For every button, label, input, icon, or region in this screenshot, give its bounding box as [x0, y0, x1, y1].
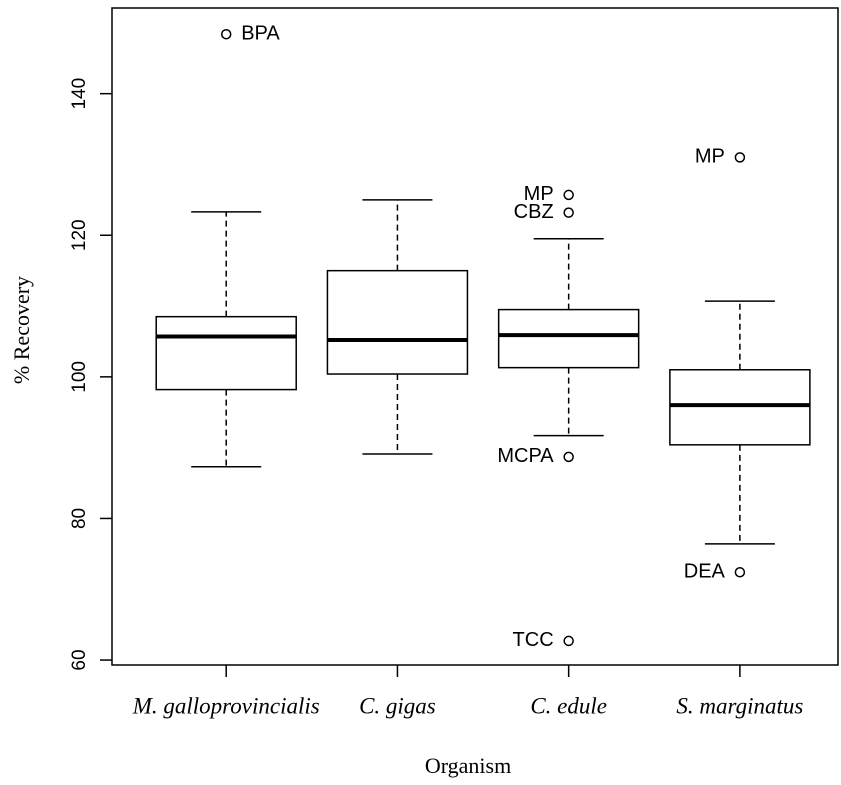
outlier-label: MP	[524, 183, 554, 205]
outlier	[563, 635, 574, 647]
x-tick-label: S. marginatus	[676, 693, 803, 718]
x-tick-label: M. galloprovincialis	[132, 693, 320, 718]
outlier-label: DEA	[684, 561, 726, 583]
y-axis-title: % Recovery	[9, 276, 34, 384]
x-tick-label: C. edule	[530, 693, 607, 718]
outlier-label: CBZ	[514, 201, 554, 223]
outlier-label: MP	[695, 146, 725, 168]
box	[155, 315, 297, 391]
outlier	[563, 451, 574, 463]
y-tick-label: 100	[69, 361, 90, 393]
box	[497, 308, 640, 369]
outlier-label: TCC	[513, 629, 554, 651]
outlier	[220, 28, 232, 40]
plot-frame	[111, 7, 839, 666]
outlier	[563, 207, 574, 218]
y-tick-label: 80	[69, 508, 90, 529]
box	[326, 269, 469, 375]
outlier	[563, 189, 574, 201]
y-tick-label: 140	[69, 78, 90, 110]
y-tick-label: 120	[69, 219, 90, 251]
outlier	[734, 152, 746, 163]
y-tick-label: 60	[69, 649, 90, 670]
x-axis-title: Organism	[425, 753, 511, 778]
x-tick-label: C. gigas	[359, 693, 436, 718]
outlier-label: MCPA	[497, 445, 554, 467]
outlier-label: BPA	[241, 22, 280, 44]
box	[669, 369, 811, 446]
outlier	[734, 567, 746, 578]
